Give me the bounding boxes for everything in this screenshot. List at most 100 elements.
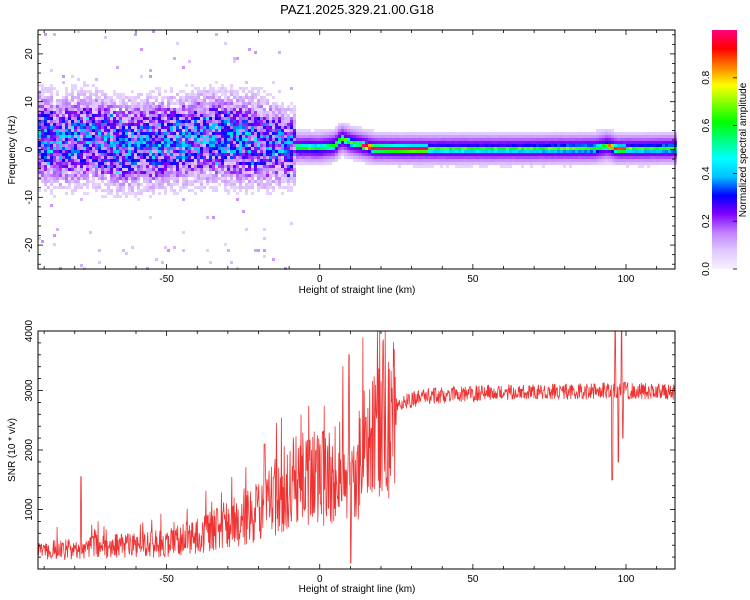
spectrogram-cell bbox=[512, 156, 515, 159]
spectrogram-cell bbox=[224, 180, 227, 183]
spectrogram-cell bbox=[416, 153, 419, 156]
spectrogram-cell bbox=[497, 159, 500, 162]
spectrogram-cell bbox=[251, 171, 254, 174]
spectrogram-cell bbox=[215, 96, 218, 99]
spectrogram-cell bbox=[365, 159, 368, 162]
spectrogram-cell bbox=[200, 147, 203, 150]
spectrogram-cell bbox=[620, 147, 623, 150]
spectrogram-cell bbox=[191, 138, 194, 141]
spectrogram-cell bbox=[194, 141, 197, 144]
spectrogram-cell bbox=[248, 171, 251, 174]
spectrogram-cell bbox=[110, 132, 113, 135]
spectrogram-cell bbox=[170, 177, 173, 180]
spectrogram-cell bbox=[110, 183, 113, 186]
spectrogram-cell bbox=[530, 150, 533, 153]
spectrogram-cell bbox=[74, 180, 77, 183]
spectrogram-cell bbox=[242, 90, 245, 93]
spectrogram-cell bbox=[326, 150, 329, 153]
spectrogram-cell bbox=[89, 111, 92, 114]
spectrogram-cell bbox=[194, 99, 197, 102]
spectrogram-cell bbox=[524, 132, 527, 135]
spectrogram-cell bbox=[188, 129, 191, 132]
spectrogram-cell bbox=[359, 147, 362, 150]
spectrogram-cell bbox=[281, 123, 284, 126]
spectrogram-cell bbox=[173, 177, 176, 180]
spectrogram-cell bbox=[176, 138, 179, 141]
spectrogram-cell bbox=[410, 150, 413, 153]
spectrogram-cell bbox=[359, 153, 362, 156]
spectrogram-cell bbox=[242, 186, 245, 189]
spectrogram-cell bbox=[284, 114, 287, 117]
spectrogram-cell bbox=[125, 126, 128, 129]
spectrogram-cell bbox=[68, 159, 71, 162]
spectrogram-cell bbox=[275, 156, 278, 159]
spectrogram-cell bbox=[239, 180, 242, 183]
spectrogram-cell bbox=[416, 147, 419, 150]
spectrogram-cell bbox=[128, 177, 131, 180]
spectrogram-cell bbox=[491, 132, 494, 135]
spectrogram-cell bbox=[155, 117, 158, 120]
spectrogram-cell bbox=[137, 198, 140, 201]
spectrogram-cell bbox=[389, 147, 392, 150]
spectrogram-cell bbox=[176, 159, 179, 162]
spectrogram-cell bbox=[98, 168, 101, 171]
spectrogram-cell bbox=[44, 102, 47, 105]
spectrogram-cell bbox=[632, 150, 635, 153]
spectrogram-cell bbox=[269, 108, 272, 111]
spectrogram-cell bbox=[530, 138, 533, 141]
spectrogram-cell bbox=[83, 162, 86, 165]
spectrogram-cell bbox=[473, 147, 476, 150]
spectrogram-cell bbox=[308, 153, 311, 156]
spectrogram-cell bbox=[251, 102, 254, 105]
spectrogram-cell bbox=[74, 156, 77, 159]
spectrogram-cell bbox=[77, 90, 80, 93]
spectrogram-cell bbox=[254, 249, 257, 252]
spectrogram-cell bbox=[131, 105, 134, 108]
spectrogram-cell bbox=[467, 144, 470, 147]
spectrogram-cell bbox=[500, 132, 503, 135]
spectrogram-cell bbox=[227, 168, 230, 171]
spectrogram-cell bbox=[392, 138, 395, 141]
spectrogram-cell bbox=[50, 96, 53, 99]
spectrogram-cell bbox=[320, 162, 323, 165]
spectrogram-cell bbox=[470, 147, 473, 150]
spectrogram-cell bbox=[71, 126, 74, 129]
spectrogram-cell bbox=[596, 153, 599, 156]
spectrogram-cell bbox=[512, 141, 515, 144]
spectrogram-cell bbox=[47, 123, 50, 126]
spectrogram-cell bbox=[191, 189, 194, 192]
spectrogram-cell bbox=[233, 168, 236, 171]
spectrogram-cell bbox=[209, 186, 212, 189]
spectrogram-cell bbox=[407, 141, 410, 144]
spectrogram-cell bbox=[182, 96, 185, 99]
spectrogram-cell bbox=[101, 156, 104, 159]
spectrogram-cell bbox=[263, 165, 266, 168]
spectrogram-cell bbox=[464, 135, 467, 138]
spectrogram-cell bbox=[56, 114, 59, 117]
spectrogram-cell bbox=[170, 90, 173, 93]
spectrogram-cell bbox=[38, 123, 41, 126]
spectrogram-cell bbox=[41, 120, 44, 123]
spectrogram-cell bbox=[269, 171, 272, 174]
spectrogram-cell bbox=[293, 120, 296, 123]
spectrogram-cell bbox=[656, 138, 659, 141]
spectrogram-cell bbox=[77, 30, 80, 33]
spectrogram-cell bbox=[644, 162, 647, 165]
spectrogram-cell bbox=[344, 156, 347, 159]
spectrogram-cell bbox=[242, 87, 245, 90]
spectrogram-cell bbox=[326, 162, 329, 165]
spectrogram-cell bbox=[419, 153, 422, 156]
spectrogram-cell bbox=[206, 180, 209, 183]
spectrogram-cell bbox=[401, 144, 404, 147]
spectrogram-cell bbox=[143, 174, 146, 177]
spectrogram-cell bbox=[191, 102, 194, 105]
spectrogram-cell bbox=[251, 111, 254, 114]
spectrogram-cell bbox=[431, 138, 434, 141]
spectrogram-cell bbox=[71, 192, 74, 195]
spectrogram-cell bbox=[161, 168, 164, 171]
spectrogram-cell bbox=[197, 105, 200, 108]
spectrogram-cell bbox=[632, 156, 635, 159]
spectrogram-cell bbox=[71, 84, 74, 87]
spectrogram-cell bbox=[317, 141, 320, 144]
spectrogram-cell bbox=[284, 150, 287, 153]
